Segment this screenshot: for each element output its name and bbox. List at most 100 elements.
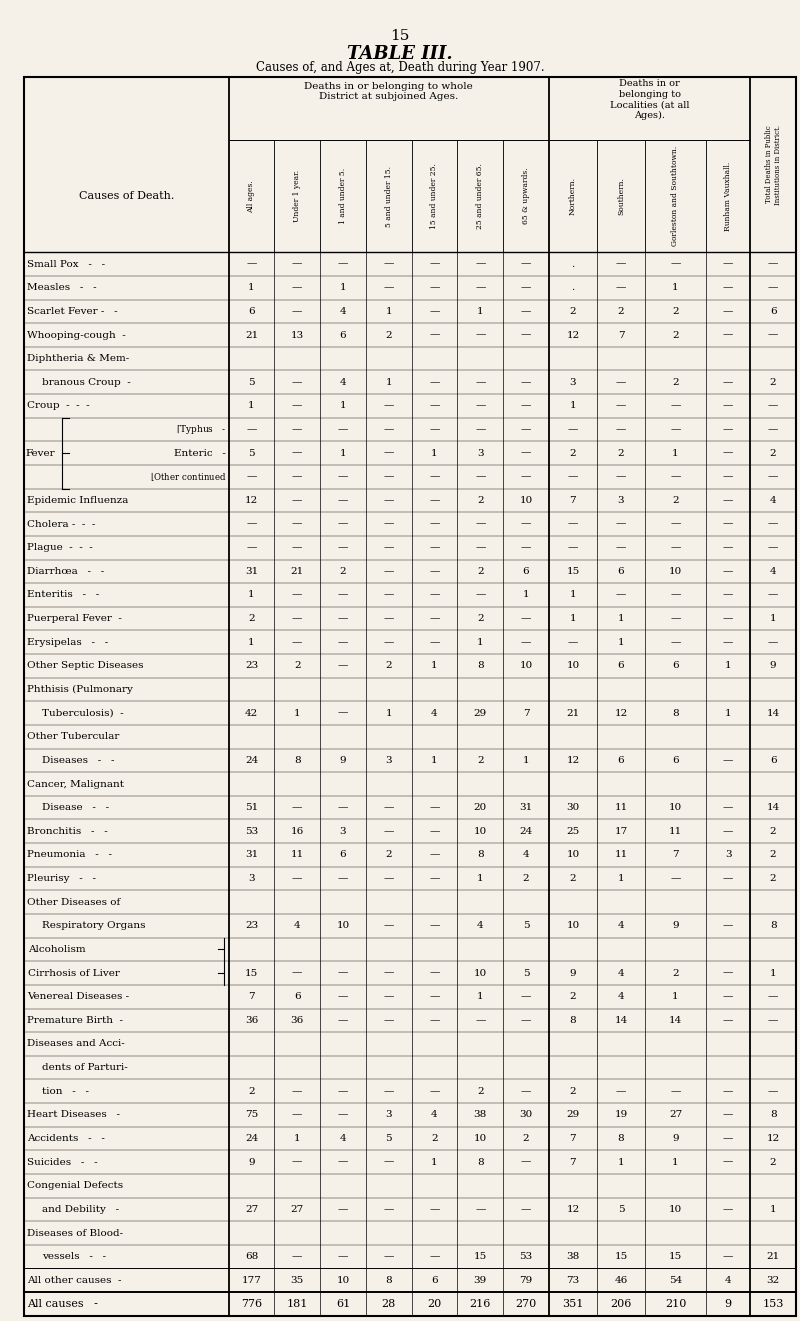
Text: —: — — [430, 473, 440, 481]
Text: —: — — [475, 1205, 486, 1214]
Text: 4: 4 — [725, 1276, 731, 1285]
Text: 53: 53 — [245, 827, 258, 836]
Text: Fever: Fever — [26, 449, 55, 457]
Text: 1: 1 — [570, 614, 576, 624]
Text: —: — — [383, 638, 394, 647]
Text: —: — — [383, 519, 394, 528]
Text: —: — — [430, 921, 440, 930]
Text: 177: 177 — [242, 1276, 262, 1285]
Text: —: — — [292, 378, 302, 387]
Text: —: — — [723, 1087, 734, 1095]
Text: —: — — [338, 425, 348, 435]
Text: 6: 6 — [672, 662, 679, 670]
Text: 1: 1 — [431, 662, 438, 670]
Text: —: — — [568, 543, 578, 552]
Text: 27: 27 — [245, 1205, 258, 1214]
Text: —: — — [723, 992, 734, 1001]
Text: 1: 1 — [431, 756, 438, 765]
Text: —: — — [475, 260, 486, 268]
Text: 5: 5 — [248, 449, 254, 457]
Text: 2: 2 — [477, 1087, 483, 1095]
Text: —: — — [292, 449, 302, 457]
Text: —: — — [383, 260, 394, 268]
Text: branous Croup  -: branous Croup - — [42, 378, 130, 387]
Text: 6: 6 — [770, 306, 777, 316]
Text: 2: 2 — [477, 756, 483, 765]
Text: —: — — [521, 473, 531, 481]
Text: 6: 6 — [340, 330, 346, 339]
Text: Pneumonia   -   -: Pneumonia - - — [27, 851, 112, 860]
Text: —: — — [723, 260, 734, 268]
Text: 16: 16 — [290, 827, 304, 836]
Text: 6: 6 — [618, 662, 624, 670]
Text: 11: 11 — [614, 851, 627, 860]
Text: —: — — [430, 1252, 440, 1262]
Text: —: — — [723, 638, 734, 647]
Text: 19: 19 — [614, 1111, 627, 1119]
Text: —: — — [521, 306, 531, 316]
Text: —: — — [723, 473, 734, 481]
Text: —: — — [521, 1157, 531, 1166]
Text: —: — — [475, 402, 486, 411]
Text: 6: 6 — [618, 756, 624, 765]
Text: —: — — [383, 449, 394, 457]
Text: —: — — [616, 543, 626, 552]
Text: —: — — [292, 519, 302, 528]
Text: —: — — [338, 1157, 348, 1166]
Text: —: — — [521, 614, 531, 624]
Text: —: — — [723, 756, 734, 765]
Text: 11: 11 — [290, 851, 304, 860]
Text: 15: 15 — [566, 567, 579, 576]
Text: —: — — [616, 590, 626, 600]
Text: —: — — [383, 590, 394, 600]
Text: 65 & upwards.: 65 & upwards. — [522, 168, 530, 225]
Text: 6: 6 — [618, 567, 624, 576]
Text: 8: 8 — [386, 1276, 392, 1285]
Text: 5: 5 — [522, 968, 530, 978]
Text: —: — — [521, 519, 531, 528]
Text: 1: 1 — [672, 283, 679, 292]
Text: —: — — [616, 283, 626, 292]
Text: Deaths in or belonging to whole
District at subjoined Ages.: Deaths in or belonging to whole District… — [304, 82, 473, 102]
Text: —: — — [723, 803, 734, 812]
Text: 1: 1 — [770, 968, 777, 978]
Text: 5: 5 — [386, 1133, 392, 1143]
Text: —: — — [768, 543, 778, 552]
Text: 15: 15 — [245, 968, 258, 978]
Text: —: — — [338, 1111, 348, 1119]
Text: 1: 1 — [386, 378, 392, 387]
Text: —: — — [768, 402, 778, 411]
Text: —: — — [521, 378, 531, 387]
Text: 10: 10 — [519, 495, 533, 505]
Text: —: — — [521, 1205, 531, 1214]
Text: 1: 1 — [477, 306, 483, 316]
Text: —: — — [768, 283, 778, 292]
Text: —: — — [475, 378, 486, 387]
Text: All causes   -: All causes - — [27, 1299, 98, 1309]
Text: 1: 1 — [672, 1157, 679, 1166]
Text: 1: 1 — [294, 1133, 301, 1143]
Text: 3: 3 — [477, 449, 483, 457]
Text: Disease   -   -: Disease - - — [42, 803, 109, 812]
Text: 4: 4 — [618, 968, 624, 978]
Text: —: — — [430, 992, 440, 1001]
Text: —: — — [768, 425, 778, 435]
Text: Scarlet Fever -   -: Scarlet Fever - - — [27, 306, 118, 316]
Text: Suicides   -   -: Suicides - - — [27, 1157, 98, 1166]
Text: 5: 5 — [522, 921, 530, 930]
Text: 8: 8 — [770, 921, 777, 930]
Text: 2: 2 — [770, 827, 777, 836]
Text: —: — — [292, 590, 302, 600]
Text: —: — — [475, 425, 486, 435]
Text: 1: 1 — [618, 1157, 624, 1166]
Text: Diphtheria & Mem-: Diphtheria & Mem- — [27, 354, 130, 363]
Text: —: — — [670, 1087, 681, 1095]
Text: 4: 4 — [477, 921, 483, 930]
Text: 2: 2 — [570, 306, 576, 316]
Text: 1: 1 — [248, 402, 254, 411]
Text: —: — — [723, 875, 734, 882]
Text: —: — — [430, 1205, 440, 1214]
Text: —: — — [475, 1016, 486, 1025]
Text: 2: 2 — [672, 378, 679, 387]
Text: 75: 75 — [245, 1111, 258, 1119]
